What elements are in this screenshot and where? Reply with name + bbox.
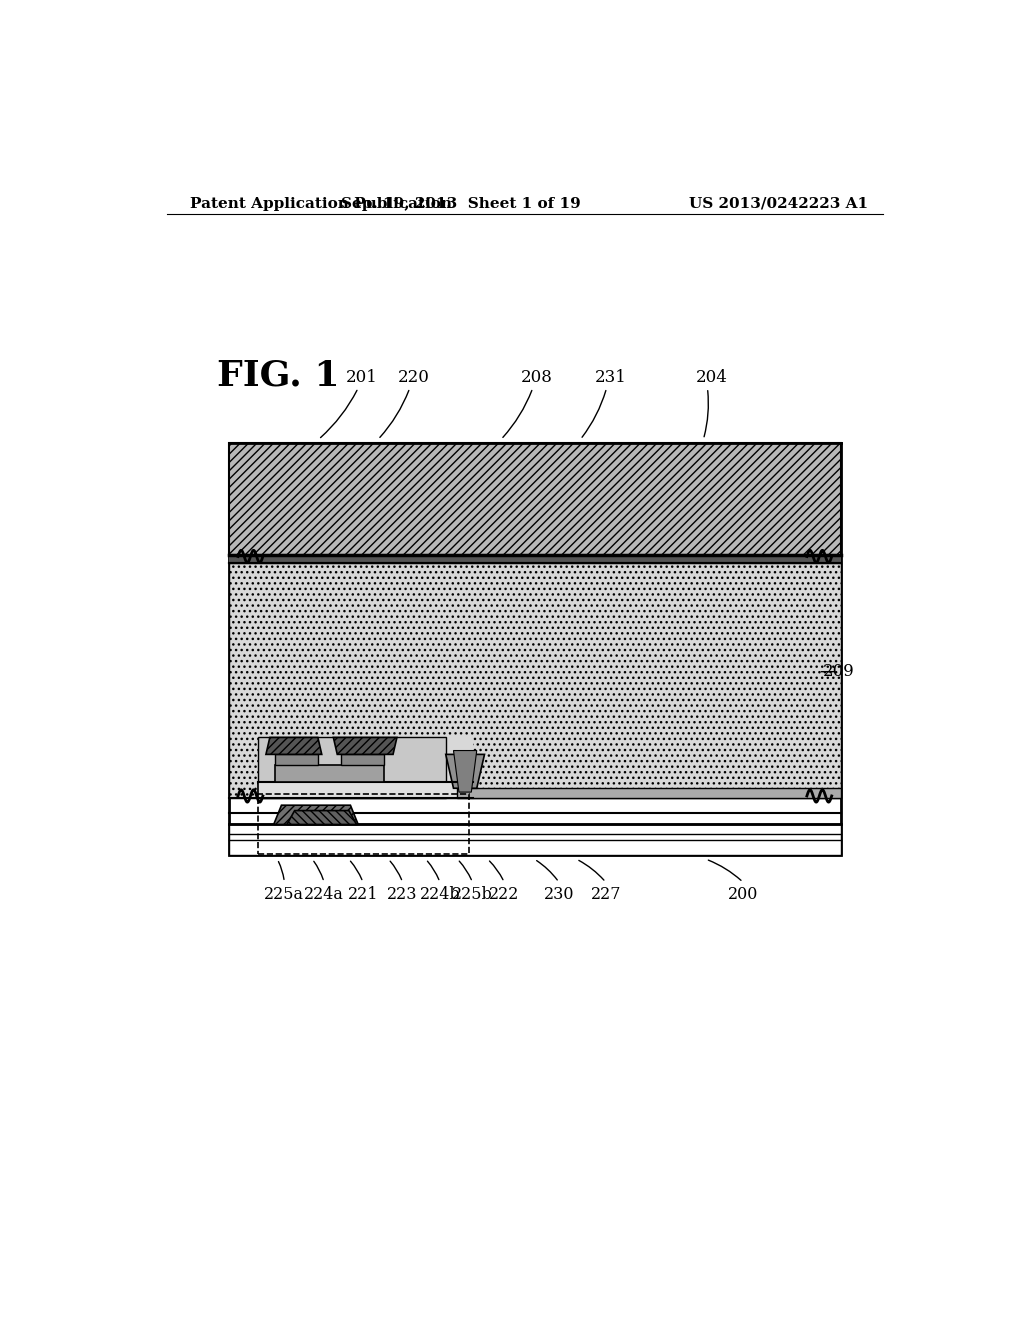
Text: 224a: 224a [304,886,344,903]
Polygon shape [287,810,356,825]
Text: 224b: 224b [420,886,460,903]
Bar [458,788,841,797]
Text: 227: 227 [591,886,621,903]
Bar [341,755,384,766]
Bar [258,781,473,797]
Text: 225a: 225a [264,886,304,903]
Bar [258,738,473,797]
Bar [228,444,841,855]
Text: 201: 201 [346,368,378,385]
Bar [228,554,841,562]
Polygon shape [334,738,397,755]
Text: US 2013/0242223 A1: US 2013/0242223 A1 [689,197,868,211]
Bar [258,738,445,797]
Text: 204: 204 [695,368,727,385]
Polygon shape [266,738,322,755]
Text: 231: 231 [595,368,627,385]
Polygon shape [445,755,484,788]
Text: 222: 222 [489,886,519,903]
Bar [258,793,469,854]
Bar [228,825,841,855]
Polygon shape [273,805,358,825]
Text: Patent Application Publication: Patent Application Publication [190,197,452,211]
Text: 225b: 225b [452,886,493,903]
Text: 221: 221 [348,886,378,903]
Polygon shape [454,751,477,792]
Text: 208: 208 [521,368,553,385]
Bar [275,755,317,766]
Bar [228,444,841,554]
Text: Sep. 19, 2013  Sheet 1 of 19: Sep. 19, 2013 Sheet 1 of 19 [341,197,582,211]
Text: 230: 230 [544,886,574,903]
Bar [275,766,384,781]
Text: 200: 200 [728,886,758,903]
Bar [228,562,841,797]
Text: 220: 220 [397,368,430,385]
Text: 209: 209 [822,663,854,680]
Text: FIG. 1: FIG. 1 [217,359,340,392]
Text: 223: 223 [387,886,418,903]
